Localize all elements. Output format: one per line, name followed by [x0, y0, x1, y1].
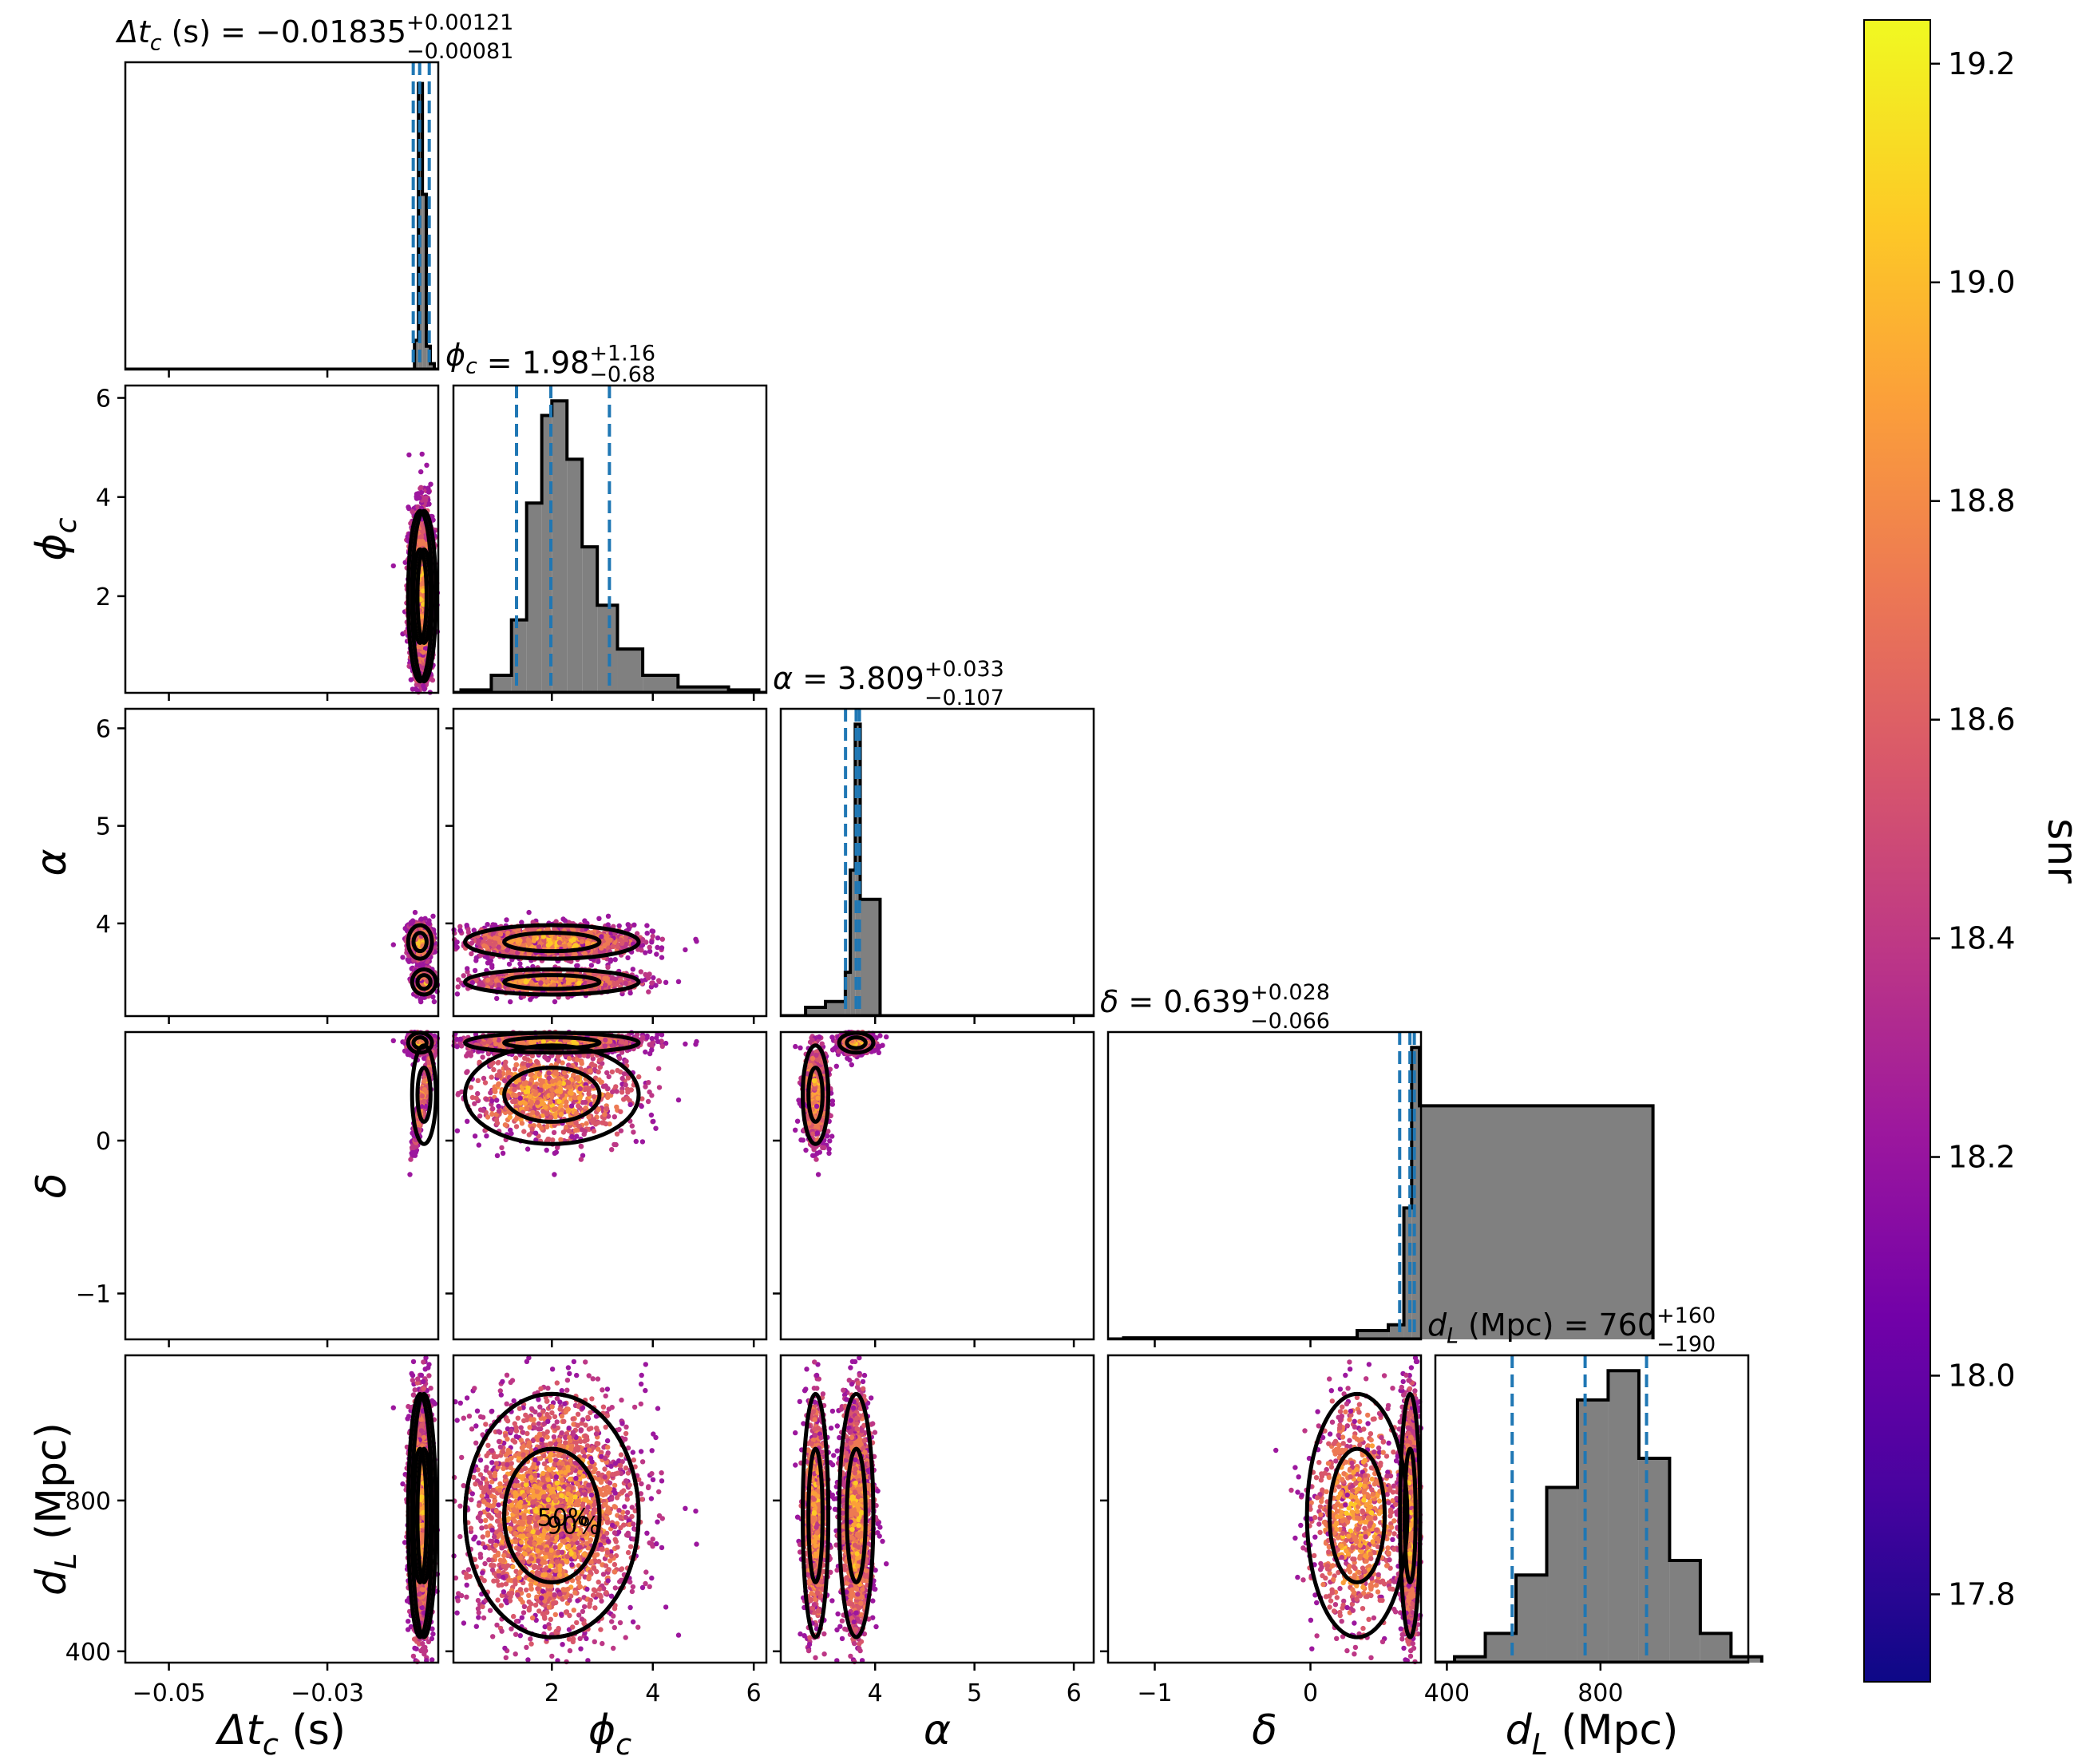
scatter-point: [420, 452, 425, 457]
axes-frame: [125, 62, 438, 370]
panel-dtc-hist: Δtc (s) = −0.01835+0.00121−0.00081: [115, 10, 513, 378]
scatter-point: [418, 469, 423, 474]
scatter-point: [424, 463, 429, 468]
panel-title-minus: −0.00081: [406, 39, 513, 64]
corner-plot: Δtc (s) = −0.01835+0.00121−0.00081246ϕc …: [0, 0, 2082, 1764]
scatter-point: [418, 485, 423, 490]
panel-dtc-vs-phic: 246: [96, 386, 440, 701]
